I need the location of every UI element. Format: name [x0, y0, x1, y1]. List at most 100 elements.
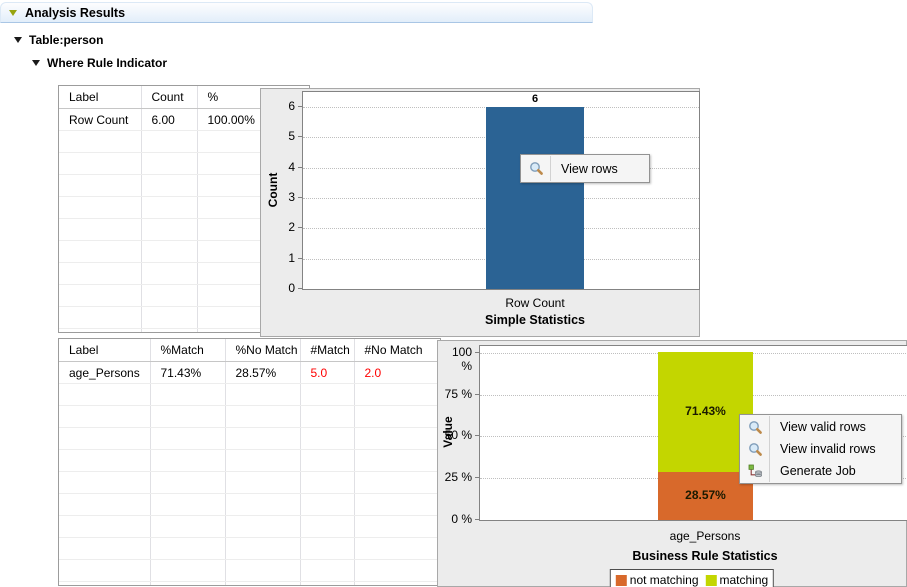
plot-area: 6: [302, 91, 700, 290]
table-cell: [59, 493, 151, 516]
menu-item-label: View invalid rows: [769, 438, 900, 460]
table-cell: [59, 427, 151, 450]
table-cell: [354, 559, 440, 582]
table-row-empty: [59, 328, 309, 332]
y-tick-label: 0 %: [451, 512, 472, 526]
y-tick-label: 3: [288, 190, 295, 205]
collapse-arrow-icon[interactable]: [32, 60, 40, 66]
table-row-empty: [59, 471, 440, 494]
bar-segment-matching[interactable]: [658, 352, 753, 472]
y-tick-mark: [298, 166, 302, 168]
context-menu-business-rule: View valid rows View invalid rows Generate…: [739, 414, 902, 484]
table-cell: [59, 515, 151, 538]
bar-row-count[interactable]: [486, 107, 584, 289]
table-cell: [59, 471, 151, 494]
y-tick-label: 50 %: [444, 428, 472, 443]
menu-item-view-rows[interactable]: View rows: [522, 156, 648, 181]
table-cell: [141, 240, 198, 263]
table-cell: [225, 405, 301, 428]
table-cell: [150, 493, 226, 516]
table-cell: [354, 537, 440, 560]
table-cell: 5.0: [300, 361, 355, 384]
menu-item-generate-job[interactable]: Generate Job: [741, 460, 900, 482]
menu-item-view-valid-rows[interactable]: View valid rows: [741, 416, 900, 438]
table-cell: age_Persons: [59, 361, 151, 384]
table-cell: [225, 537, 301, 560]
table-cell: [150, 581, 226, 585]
table-cell: [225, 559, 301, 582]
table-cell: [141, 306, 198, 329]
table-cell: [59, 240, 142, 263]
table-cell: [300, 471, 355, 494]
table-row-empty: [59, 405, 440, 428]
column-header--match[interactable]: %Match: [150, 339, 226, 362]
table-cell: [354, 581, 440, 585]
table-cell: [354, 493, 440, 516]
tree-item-table-person[interactable]: Table:person: [14, 33, 103, 47]
table-cell: [59, 405, 151, 428]
table-cell: [150, 515, 226, 538]
table-cell: [354, 383, 440, 406]
y-tick-mark: [298, 257, 302, 259]
tree-item-where-rule-indicator[interactable]: Where Rule Indicator: [32, 56, 167, 70]
business-rule-table: Label %Match %No Match #Match #No Match age_P…: [58, 338, 441, 586]
column-header-label[interactable]: Label: [59, 339, 151, 362]
y-tick-mark: [475, 519, 479, 520]
table-cell: [225, 581, 301, 585]
table-cell: [141, 196, 198, 219]
y-tick-label: 4: [288, 159, 295, 174]
y-tick-mark: [475, 393, 479, 395]
bar-segment-not-matching[interactable]: [658, 472, 753, 520]
chart-title: Simple Statistics: [484, 313, 586, 327]
table-cell: [225, 493, 301, 516]
table-row-empty: [59, 383, 440, 406]
table-cell: [141, 174, 198, 197]
y-tick-label: 1: [288, 250, 295, 265]
x-tick-label: age_Persons: [669, 529, 741, 543]
menu-item-view-invalid-rows[interactable]: View invalid rows: [741, 438, 900, 460]
table-cell: [225, 449, 301, 472]
table-cell: 2.0: [354, 361, 440, 384]
table-row-empty: [59, 515, 440, 538]
y-tick-label: 2: [288, 220, 295, 235]
table-cell: [59, 383, 151, 406]
table-cell: [150, 471, 226, 494]
table-cell: [59, 174, 142, 197]
column-header--match[interactable]: #Match: [300, 339, 355, 362]
table-cell: [150, 383, 226, 406]
table-row-empty: [59, 449, 440, 472]
table-row[interactable]: age_Persons 71.43% 28.57% 5.0 2.0: [59, 361, 440, 384]
column-header--no-match[interactable]: #No Match: [354, 339, 440, 362]
y-tick-mark: [475, 435, 479, 437]
table-cell: [59, 559, 151, 582]
column-header-count[interactable]: Count: [141, 86, 198, 109]
context-menu-view-rows: View rows: [520, 154, 650, 183]
table-cell: [150, 559, 226, 582]
analysis-results-header[interactable]: Analysis Results: [0, 2, 593, 23]
table-cell: [59, 449, 151, 472]
table-row-empty: [59, 427, 440, 450]
table-cell: [354, 449, 440, 472]
table-cell: [300, 515, 355, 538]
table-cell: [59, 284, 142, 307]
y-tick-label: 75 %: [444, 386, 472, 401]
table-cell: [354, 405, 440, 428]
table-header-row: Label %Match %No Match #Match #No Match: [59, 339, 440, 362]
collapse-arrow-icon[interactable]: [14, 37, 22, 43]
y-tick-mark: [298, 197, 302, 199]
table-cell: [59, 306, 142, 329]
segment-value-label: 28.57%: [685, 488, 726, 502]
column-header--no-match[interactable]: %No Match: [225, 339, 301, 362]
tree-item-label: Where Rule Indicator: [47, 56, 168, 70]
table-row-empty: [59, 306, 309, 329]
magnifier-icon: [522, 156, 550, 181]
table-cell: [59, 196, 142, 219]
collapse-arrow-icon[interactable]: [9, 9, 17, 16]
y-tick-label: 100 %: [451, 344, 472, 373]
table-row-empty: [59, 537, 440, 560]
table-cell: [300, 383, 355, 406]
table-cell: [197, 328, 309, 332]
table-cell: Row Count: [59, 108, 142, 131]
column-header-label[interactable]: Label: [59, 86, 142, 109]
